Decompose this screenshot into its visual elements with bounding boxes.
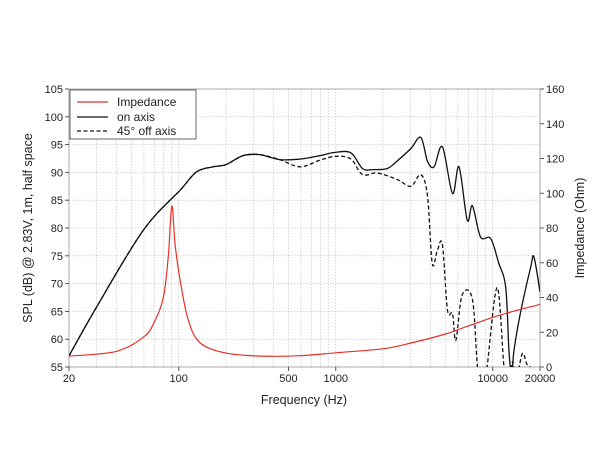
y-tick-label: 80	[51, 223, 63, 235]
series-group	[69, 136, 540, 367]
on-axis-curve	[69, 136, 540, 367]
y2-tick-label: 100	[546, 188, 564, 200]
x-tick-label: 1000	[323, 373, 347, 385]
y2-tick-label: 80	[546, 223, 558, 235]
y-axis-ticks: 55 60 65 70 75 80 85 90 95 100 105	[45, 84, 69, 374]
y-tick-label: 65	[51, 306, 63, 318]
y-tick-label: 75	[51, 251, 63, 263]
y-axis-label: SPL (dB) @ 2.83V, 1m, half space	[21, 133, 35, 323]
x-axis-ticks: 20 100 500 1000 10000 20000	[63, 367, 555, 385]
y-tick-label: 95	[51, 140, 63, 152]
y2-tick-label: 20	[546, 327, 558, 339]
legend: Impedance on axis 45° off axis	[69, 89, 197, 140]
x-tick-label: 20	[63, 373, 75, 385]
y2-tick-label: 120	[546, 154, 564, 166]
y-tick-label: 55	[51, 362, 63, 374]
y-tick-label: 60	[51, 334, 63, 346]
y2-tick-label: 140	[546, 119, 564, 131]
y2-tick-label: 0	[546, 362, 552, 374]
impedance-curve	[69, 205, 540, 357]
off-axis-curve	[69, 153, 531, 367]
legend-label-off-axis: 45° off axis	[117, 124, 176, 138]
y2-axis-label: Impedance (Ohm)	[573, 178, 587, 279]
x-tick-label: 20000	[525, 373, 556, 385]
y2-tick-label: 40	[546, 293, 558, 305]
x-tick-label: 100	[170, 373, 188, 385]
x-tick-label: 10000	[477, 373, 508, 385]
y-tick-label: 90	[51, 167, 63, 179]
legend-label-on-axis: on axis	[117, 110, 155, 124]
y2-tick-label: 160	[546, 84, 564, 96]
legend-label-impedance: Impedance	[117, 95, 177, 109]
y2-axis-ticks: 0 20 40 60 80 100 120 140 160	[540, 84, 564, 374]
y-tick-label: 70	[51, 279, 63, 291]
y-tick-label: 100	[45, 112, 63, 124]
y2-tick-label: 60	[546, 258, 558, 270]
y-tick-label: 85	[51, 195, 63, 207]
y-tick-label: 105	[45, 84, 63, 96]
x-axis-label: Frequency (Hz)	[261, 393, 347, 407]
x-tick-label: 500	[279, 373, 297, 385]
